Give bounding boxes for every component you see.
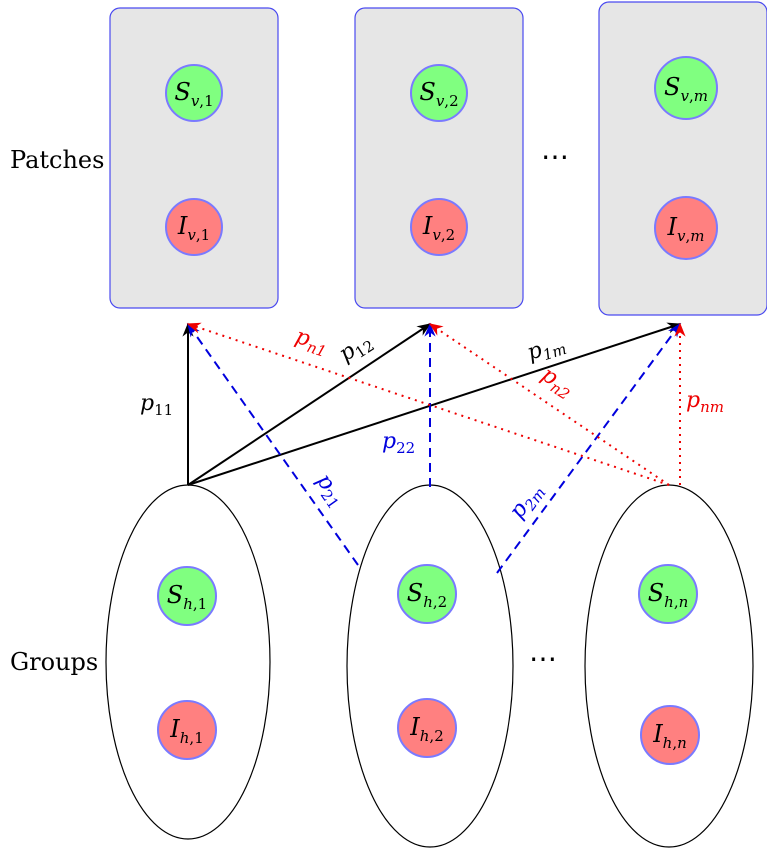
edge-p2m bbox=[496, 322, 681, 574]
svg-text:Iv,1: Iv,1 bbox=[177, 212, 210, 244]
group-node-i-n: Ih,n bbox=[640, 705, 700, 765]
patches-row-label: Patches bbox=[10, 146, 104, 174]
groups-ellipsis: ⋯ bbox=[529, 642, 557, 675]
svg-text:Sh,1: Sh,1 bbox=[167, 581, 207, 613]
label-p11: p11 bbox=[140, 391, 173, 419]
label-pn1: pn1 bbox=[291, 324, 331, 361]
edge-pn1 bbox=[186, 322, 670, 486]
svg-text:Sh,2: Sh,2 bbox=[407, 579, 447, 611]
edge-p21 bbox=[187, 322, 359, 566]
patch-box-m bbox=[598, 1, 767, 316]
groups-row-label: Groups bbox=[10, 648, 98, 676]
svg-text:Sv,2: Sv,2 bbox=[419, 78, 458, 110]
svg-text:Ih,1: Ih,1 bbox=[169, 715, 203, 747]
group-node-s-1: Sh,1 bbox=[157, 566, 217, 626]
patches-ellipsis: ⋯ bbox=[541, 140, 569, 173]
label-p2m: p2m bbox=[505, 478, 550, 525]
patch-node-i-1: Iv,1 bbox=[165, 198, 223, 256]
patch-node-i-m: Iv,m bbox=[654, 196, 718, 260]
edge-p12 bbox=[187, 323, 432, 486]
svg-text:Ih,2: Ih,2 bbox=[409, 713, 443, 745]
svg-text:Iv,2: Iv,2 bbox=[422, 212, 455, 244]
group-ellipse-2 bbox=[346, 484, 514, 848]
patch-node-s-m: Sv,m bbox=[654, 56, 718, 120]
label-pnm: pnm bbox=[686, 388, 724, 416]
label-p22: p22 bbox=[382, 429, 415, 457]
patch-box-1 bbox=[109, 7, 279, 309]
svg-text:Sv,m: Sv,m bbox=[664, 73, 708, 105]
patch-node-s-1: Sv,1 bbox=[165, 64, 223, 122]
svg-text:Iv,m: Iv,m bbox=[667, 213, 705, 245]
edges-from-group-n bbox=[186, 322, 686, 486]
svg-text:Sv,1: Sv,1 bbox=[174, 78, 213, 110]
edge-p1m bbox=[187, 322, 682, 486]
group-node-i-2: Ih,2 bbox=[397, 698, 457, 758]
edges-from-group-2 bbox=[187, 322, 681, 574]
patch-node-s-2: Sv,2 bbox=[410, 64, 468, 122]
group-node-s-n: Sh,n bbox=[638, 564, 698, 624]
edges-from-group-1 bbox=[182, 322, 682, 486]
svg-text:Ih,n: Ih,n bbox=[652, 720, 687, 752]
group-ellipse-1 bbox=[105, 484, 271, 840]
group-ellipse-n bbox=[584, 484, 754, 848]
group-node-s-2: Sh,2 bbox=[397, 564, 457, 624]
label-p21: p21 bbox=[309, 469, 351, 512]
patch-node-i-2: Iv,2 bbox=[410, 198, 468, 256]
svg-text:Sh,n: Sh,n bbox=[648, 579, 689, 611]
group-node-i-1: Ih,1 bbox=[157, 700, 217, 760]
patch-box-2 bbox=[354, 7, 524, 309]
